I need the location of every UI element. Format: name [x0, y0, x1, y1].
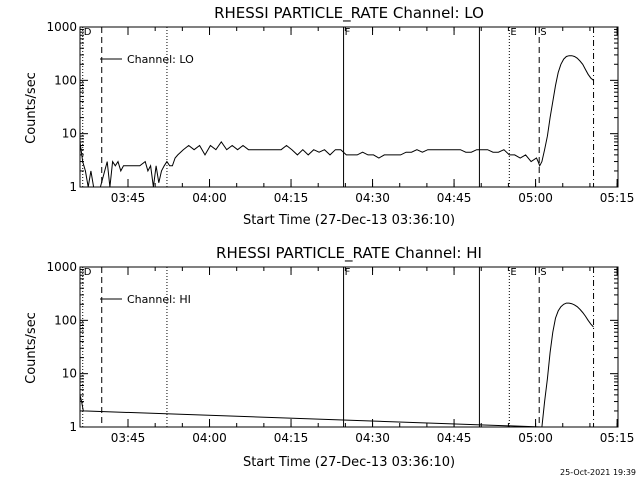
hi-channel-panel: RHESSI PARTICLE_RATE Channel: HI Start T… — [24, 244, 634, 470]
y-tick-label: 1000 — [46, 260, 77, 274]
y-axis-label: Counts/sec — [24, 72, 39, 144]
y-tick-label: 100 — [54, 313, 77, 327]
legend-label: Channel: LO — [127, 53, 194, 66]
event-marker-label: F — [345, 27, 351, 38]
x-tick-label: 04:45 — [437, 191, 472, 205]
y-tick-label: 100 — [54, 73, 77, 87]
y-axis-label: Counts/sec — [24, 312, 39, 384]
x-tick-label: 04:00 — [192, 191, 227, 205]
panel-title: RHESSI PARTICLE_RATE Channel: HI — [216, 244, 482, 263]
x-tick-label: 04:00 — [192, 431, 227, 445]
event-marker-label: E — [510, 267, 516, 278]
panel-title: RHESSI PARTICLE_RATE Channel: LO — [214, 4, 484, 23]
x-axis-label: Start Time (27-Dec-13 03:36:10) — [243, 213, 455, 228]
x-tick-label: 04:15 — [274, 191, 309, 205]
x-tick-label: 03:45 — [111, 431, 146, 445]
y-tick-label: 1 — [69, 180, 77, 194]
y-tick-label: 10 — [62, 367, 77, 381]
x-tick-label: 04:45 — [437, 431, 472, 445]
y-tick-label: 10 — [62, 127, 77, 141]
event-marker-label: S — [540, 27, 546, 38]
event-marker-label: S — [540, 267, 546, 278]
x-tick-label: 03:45 — [111, 191, 146, 205]
x-tick-label: 05:00 — [518, 191, 553, 205]
x-axis-label: Start Time (27-Dec-13 03:36:10) — [243, 455, 455, 470]
x-tick-label: 05:00 — [518, 431, 553, 445]
series-line — [80, 55, 594, 187]
plot-frame — [79, 26, 619, 188]
x-tick-label: 04:15 — [274, 431, 309, 445]
plot-frame — [79, 266, 619, 428]
y-tick-label: 1000 — [46, 20, 77, 34]
x-tick-label: 05:15 — [600, 191, 635, 205]
x-tick-label: 04:30 — [355, 191, 390, 205]
series-line — [80, 302, 594, 427]
x-tick-label: 04:30 — [355, 431, 390, 445]
lo-channel-panel: RHESSI PARTICLE_RATE Channel: LO Start T… — [24, 4, 634, 228]
y-tick-label: 1 — [69, 420, 77, 434]
event-marker-label: E — [510, 27, 516, 38]
event-marker-label: D — [84, 27, 92, 38]
event-marker-label: D — [84, 267, 92, 278]
footer-timestamp: 25-Oct-2021 19:39 — [560, 468, 636, 477]
x-tick-label: 05:15 — [600, 431, 635, 445]
legend-label: Channel: HI — [127, 293, 191, 306]
event-marker-label: F — [345, 267, 351, 278]
